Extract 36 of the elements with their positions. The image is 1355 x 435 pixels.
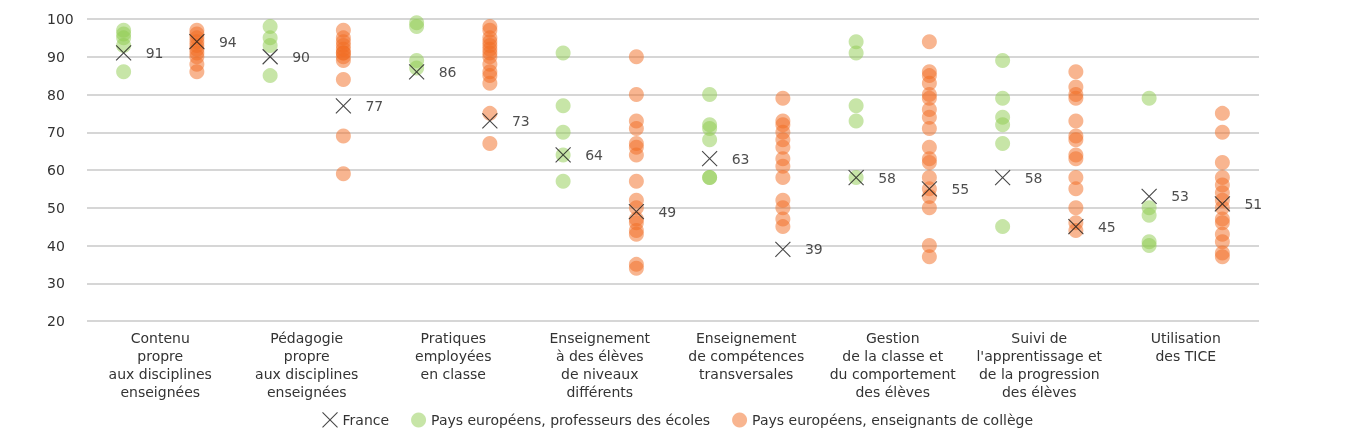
- data-label: 58: [1024, 169, 1043, 186]
- data-label: 51: [1244, 195, 1263, 212]
- data-label: 91: [145, 44, 164, 61]
- y-tick-label: 100: [47, 11, 74, 27]
- data-label: 63: [731, 150, 750, 167]
- x-tick-label: Pédagogie propre aux disciplines enseignées: [255, 330, 359, 400]
- data-label: 77: [365, 97, 384, 114]
- y-tick-label: 20: [47, 313, 65, 329]
- data-label: 94: [218, 33, 237, 50]
- data-label: 64: [585, 146, 604, 163]
- y-tick-label: 40: [47, 237, 65, 254]
- data-label: 45: [1097, 218, 1116, 235]
- data-label: 86: [438, 63, 457, 80]
- legend-label: Pays européens, enseignants de collège: [752, 411, 1034, 428]
- y-tick-label: 70: [47, 124, 65, 141]
- data-label: 55: [951, 180, 970, 197]
- y-tick-label: 80: [47, 86, 65, 103]
- y-tick-label: 50: [47, 199, 65, 216]
- data-label: 53: [1171, 188, 1189, 205]
- x-tick-label: Enseignement de compétences transversales: [688, 330, 805, 382]
- x-tick-label: Contenu propre aux disciplines enseignées: [108, 330, 212, 400]
- x-tick-label: Gestion de la classe et du comportement des élèves: [829, 330, 957, 400]
- x-tick-label: Utilisation des TICE: [1150, 330, 1221, 364]
- y-tick-label: 30: [47, 275, 65, 292]
- x-tick-label: Enseignement à des élèves de niveaux différents: [549, 330, 651, 400]
- data-label: 90: [292, 48, 310, 65]
- x-tick-label: Pratiques employées en classe: [415, 330, 492, 382]
- data-label: 49: [658, 203, 677, 220]
- data-label: 58: [878, 169, 896, 186]
- legend-label: France: [342, 411, 390, 428]
- legend-label: Pays européens, professeurs des écoles: [431, 411, 711, 428]
- data-label: 73: [511, 112, 530, 129]
- y-tick-label: 60: [47, 162, 65, 178]
- data-label: 39: [804, 241, 823, 258]
- y-tick-label: 90: [47, 48, 65, 65]
- x-tick-label: Suivi de l'apprentissage et de la progression des élèves: [976, 330, 1103, 400]
